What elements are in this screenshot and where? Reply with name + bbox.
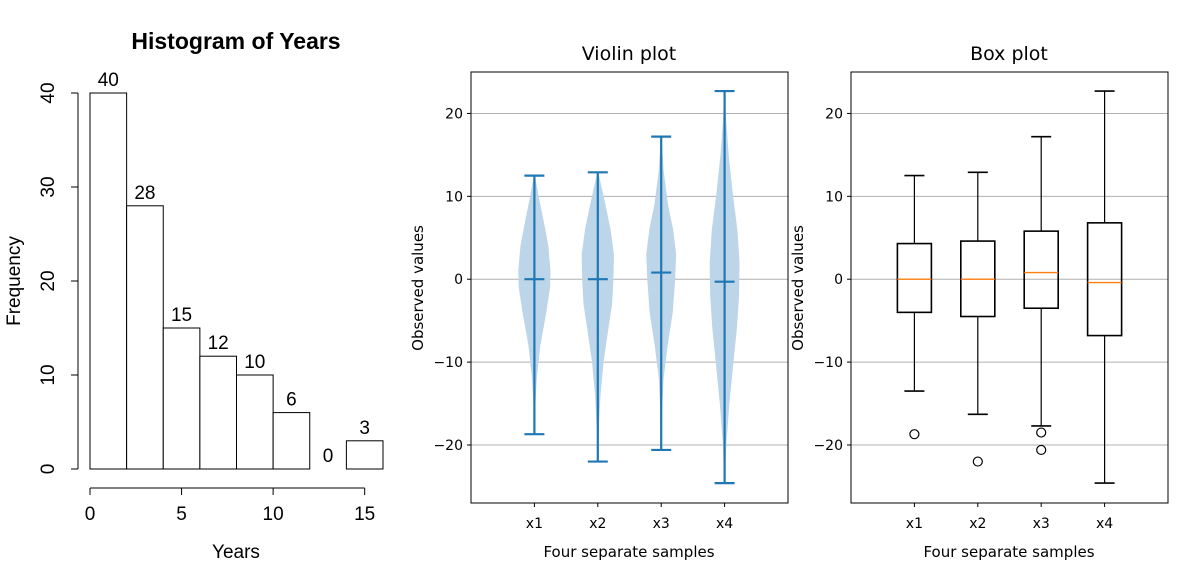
histogram-panel: Histogram of Years Years Frequency 40 28 1… [4,28,384,563]
box-y-tick-label: 20 [825,106,843,122]
histogram-value-labels: 40 28 15 12 10 6 0 3 [98,70,370,467]
box-y-tick-label: −20 [813,438,843,454]
histogram-y-tick-label: 30 [38,176,59,197]
box-y-tick-label: 10 [825,189,843,205]
violin-y-tick-label: 0 [454,272,463,288]
box-body [1086,222,1123,337]
box-y-tick-label: 0 [834,272,843,288]
violin-y-axis: −20 −10 0 10 20 [433,106,471,454]
histogram-bar [199,355,237,470]
box-x-tick-label: x4 [1096,516,1113,532]
box-xlabel: Four separate samples [923,543,1094,561]
box-x-tick-label: x3 [1033,516,1050,532]
violin-x-tick-label: x1 [526,516,543,532]
box-body [896,242,933,314]
histogram-x-tick-label: 5 [176,504,187,525]
histogram-title: Histogram of Years [131,28,340,54]
violin-title: Violin plot [582,43,677,65]
histogram-xlabel: Years [212,542,260,563]
violin-panel: −20 −10 0 10 20 x1 x2 x3 x4 Violin plot Four se… [409,43,789,561]
histogram-value-label: 15 [171,305,192,326]
histogram-x-tick-label: 0 [85,504,96,525]
violin-x-tick-label: x3 [653,516,670,532]
violin-ylabel: Observed values [409,225,427,351]
histogram-value-label: 3 [359,418,370,439]
histogram-bar [272,412,311,470]
histogram-value-label: 10 [244,352,265,373]
histogram-bar [126,205,164,470]
histogram-bar [236,374,274,470]
box-ylabel: Observed values [789,225,807,351]
violin-y-tick-label: 20 [445,106,463,122]
histogram-bar [345,440,384,470]
violin-y-tick-label: −20 [433,438,463,454]
box-outlier-point [1036,444,1047,456]
violin-y-tick-label: −10 [433,355,463,371]
histogram-value-label: 6 [286,390,297,411]
histogram-value-label: 12 [208,333,229,354]
box-outlier-point [909,429,920,440]
histogram-x-axis: 0 5 10 15 [85,487,375,525]
box-outlier-point [972,456,983,467]
box-y-tick-label: −10 [813,355,843,371]
box-outlier-point [1036,427,1047,438]
histogram-y-tick-label: 10 [38,364,59,385]
box-title: Box plot [970,43,1048,65]
histogram-bar [89,92,128,470]
violin-xlabel: Four separate samples [543,543,714,561]
histogram-y-tick-label: 0 [38,464,59,475]
histogram-y-axis: 0 10 20 30 40 [38,82,79,475]
box-x-axis: x1 x2 x3 x4 [906,503,1113,532]
violin-y-tick-label: 10 [445,189,463,205]
violin-plot-frame [470,71,789,504]
box-bodies [896,90,1123,484]
histogram-value-label: 40 [98,70,119,91]
histogram-x-tick-label: 10 [263,504,284,525]
box-plot-frame [850,71,1169,504]
box-x-tick-label: x2 [969,516,986,532]
histogram-value-label: 28 [134,183,155,204]
box-body [1023,230,1059,310]
histogram-y-tick-label: 20 [38,270,59,291]
histogram-ylabel: Frequency [4,236,25,326]
violin-x-tick-label: x2 [589,516,606,532]
histogram-x-tick-label: 15 [354,504,375,525]
violin-bodies [518,89,740,485]
box-y-axis: −20 −10 0 10 20 [813,106,851,454]
histogram-value-label: 0 [323,446,334,467]
box-x-tick-label: x1 [906,516,923,532]
violin-x-axis: x1 x2 x3 x4 [526,503,733,532]
violin-x-tick-label: x4 [716,516,733,532]
histogram-bar [162,327,201,470]
box-panel: −20 −10 0 10 20 x1 x2 x3 x4 Box plot Four separ… [789,43,1169,561]
histogram-bars [89,92,384,470]
histogram-y-tick-label: 40 [38,82,59,103]
